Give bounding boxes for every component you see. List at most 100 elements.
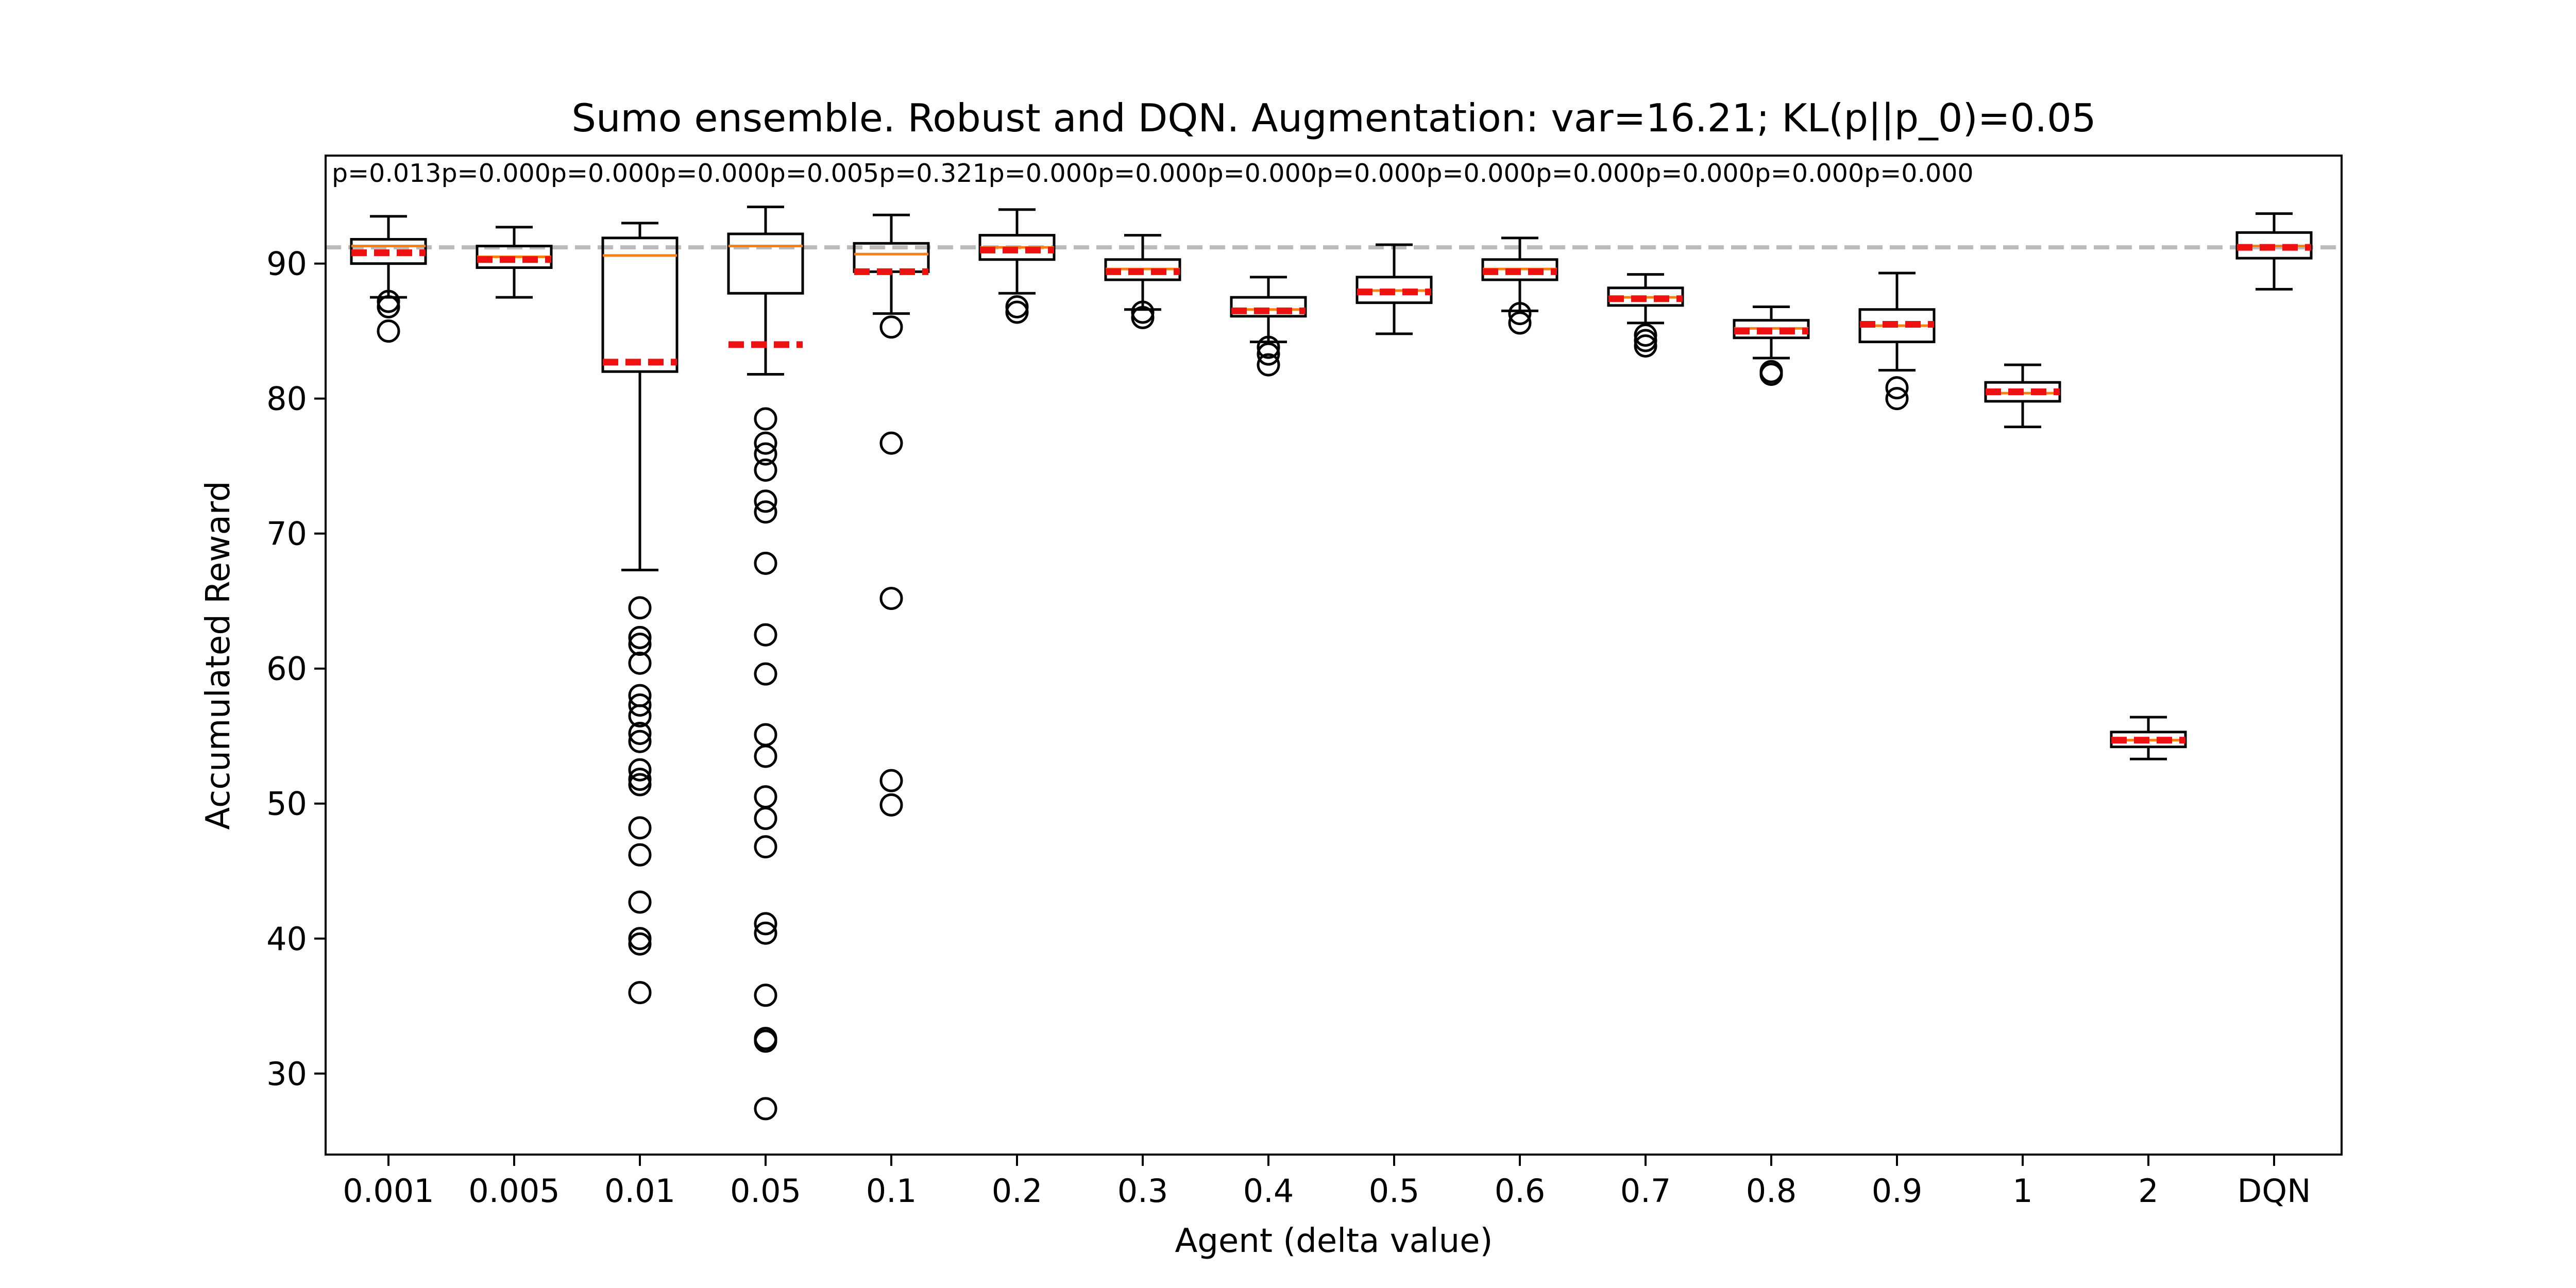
p-value: p=0.000 <box>1426 159 1535 188</box>
outlier-point <box>754 1097 777 1121</box>
outlier-point <box>754 407 777 431</box>
x-axis: 0.001 0.005 0.01 0.05 0.1 0.2 0.3 0.4 0.5 0.6 0.7 0… <box>343 1155 2311 1210</box>
outlier-point <box>754 551 777 575</box>
x-tick-label: 0.3 <box>1117 1172 1168 1210</box>
p-value: p=0.000 <box>1098 159 1207 188</box>
outlier-point <box>754 921 777 945</box>
x-tick-label: DQN <box>2238 1172 2311 1210</box>
outlier-point <box>1885 387 1909 411</box>
outlier-point <box>628 768 652 791</box>
y-tick-label: 70 <box>266 515 307 553</box>
x-tick-label: 0.5 <box>1369 1172 1420 1210</box>
outlier-point <box>628 633 652 656</box>
x-tick-label: 0.05 <box>730 1172 801 1210</box>
box-layer <box>350 206 2313 1121</box>
outlier-point <box>754 835 777 859</box>
outlier-point <box>628 932 652 956</box>
outlier-point <box>628 981 652 1005</box>
p-value: p=0.000 <box>989 159 1098 188</box>
p-value: p=0.000 <box>1645 159 1754 188</box>
y-tick-label: 50 <box>266 785 307 823</box>
outlier-point <box>1131 306 1155 329</box>
box-group <box>2235 212 2313 291</box>
box-iqr <box>1230 296 1307 318</box>
box-group <box>1607 273 1684 358</box>
outlier-point <box>628 625 652 649</box>
box-group <box>1858 272 1936 411</box>
outlier-point <box>628 651 652 675</box>
outlier-point <box>628 758 652 782</box>
x-tick-label: 0.2 <box>992 1172 1043 1210</box>
outlier-point <box>1634 323 1657 347</box>
outlier-point <box>879 769 903 792</box>
x-tick-label: 0.001 <box>343 1172 434 1210</box>
outlier-point <box>754 807 777 831</box>
outlier-point <box>754 489 777 513</box>
outlier-point <box>754 723 777 747</box>
outlier-point <box>628 927 652 951</box>
box-group <box>1733 305 1810 386</box>
x-axis-label: Agent (delta value) <box>1175 1222 1493 1260</box>
p-value: p=0.000 <box>1864 159 1973 188</box>
box-group <box>1481 236 1558 335</box>
outlier-point <box>377 290 400 313</box>
y-axis-label: Accumulated Reward <box>199 481 238 829</box>
outlier-point <box>1634 334 1657 358</box>
p-value: p=0.000 <box>441 159 550 188</box>
p-value: p=0.000 <box>1755 159 1864 188</box>
p-value: p=0.000 <box>660 159 769 188</box>
box-group <box>1230 276 1307 377</box>
outlier-point <box>628 693 652 717</box>
y-tick-label: 40 <box>266 920 307 958</box>
plot-frame <box>325 155 2343 1156</box>
box-iqr <box>727 232 804 295</box>
box-group <box>1104 234 1181 329</box>
outlier-point <box>1759 362 1783 386</box>
outlier-point <box>1508 302 1532 326</box>
y-tick-label: 30 <box>266 1055 307 1093</box>
outlier-point <box>879 586 903 610</box>
outlier-point <box>754 785 777 809</box>
x-tick-label: 0.4 <box>1243 1172 1294 1210</box>
box-group <box>476 226 553 299</box>
x-tick-label: 0.8 <box>1746 1172 1797 1210</box>
outlier-point <box>754 431 777 455</box>
outlier-point <box>377 295 400 318</box>
p-value: p=0.321 <box>879 159 988 188</box>
outlier-point <box>628 704 652 727</box>
outlier-point <box>1257 342 1280 366</box>
outlier-point <box>377 319 400 343</box>
outlier-point <box>754 912 777 936</box>
x-tick-label: 0.01 <box>604 1172 675 1210</box>
outlier-point <box>1885 376 1909 400</box>
outlier-point <box>754 623 777 647</box>
outlier-point <box>1005 300 1029 324</box>
box-iqr <box>601 236 679 373</box>
chart-title: Sumo ensemble. Robust and DQN. Augmentat… <box>571 95 2096 141</box>
outlier-point <box>754 500 777 524</box>
outlier-point <box>754 442 777 466</box>
outlier-point <box>628 890 652 914</box>
x-tick-label: 0.1 <box>866 1172 917 1210</box>
x-tick-label: 2 <box>2138 1172 2158 1210</box>
box-group <box>853 213 930 817</box>
box-group <box>1355 243 1433 335</box>
outlier-point <box>879 431 903 455</box>
x-tick-label: 0.6 <box>1495 1172 1546 1210</box>
outlier-point <box>879 315 903 339</box>
box-group <box>2110 716 2187 760</box>
x-tick-label: 1 <box>2012 1172 2032 1210</box>
x-tick-label: 0.005 <box>468 1172 560 1210</box>
outlier-point <box>628 843 652 867</box>
outlier-point <box>1508 311 1532 335</box>
outlier-point <box>628 730 652 753</box>
y-tick-label: 60 <box>266 650 307 688</box>
p-value: p=0.013 <box>332 159 441 188</box>
x-tick-label: 0.9 <box>1872 1172 1923 1210</box>
p-value: p=0.005 <box>770 159 879 188</box>
y-tick-label: 80 <box>266 380 307 418</box>
y-axis: 30 40 50 60 70 80 90 <box>266 245 326 1093</box>
outlier-point <box>754 744 777 768</box>
outlier-point <box>628 773 652 796</box>
